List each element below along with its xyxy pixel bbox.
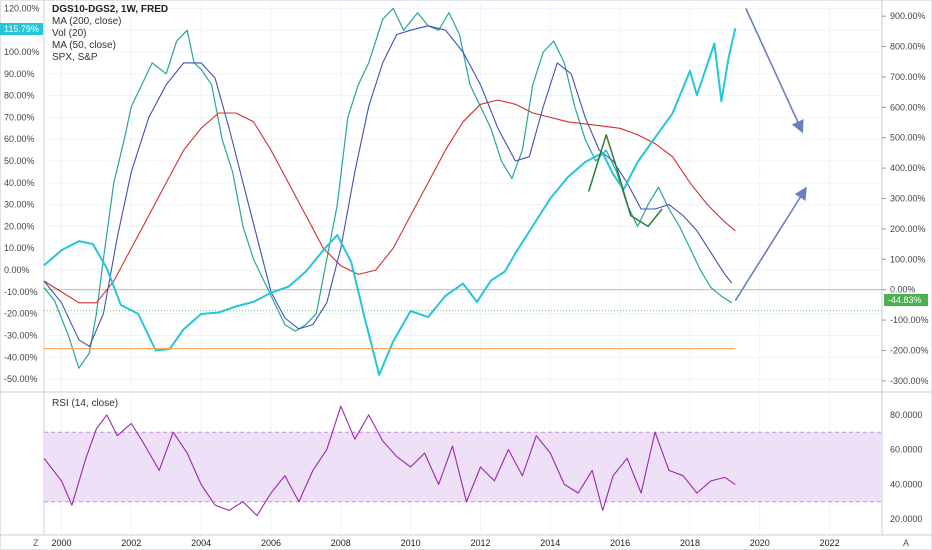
right-tick-label: 500.00% xyxy=(890,133,926,143)
left-tick-label: 30.00% xyxy=(4,200,35,210)
left-tick-label: -40.00% xyxy=(4,352,38,362)
auto-scale-icon[interactable]: A xyxy=(903,538,909,548)
right-axis: 900.00% 800.00% 700.00% 600.00% 500.00% 400.0… xyxy=(882,11,929,386)
legend-entry: MA (200, close) xyxy=(52,16,121,27)
series-line xyxy=(43,7,733,369)
rsi-tick-label: 20.0000 xyxy=(890,514,923,524)
right-tick-label: -200.00% xyxy=(890,345,929,355)
main-grid xyxy=(44,4,882,533)
current-value-text: 115.79% xyxy=(4,24,39,34)
last-value-text: -44.83% xyxy=(888,295,922,305)
right-tick-label: 400.00% xyxy=(890,163,926,173)
time-tick-label: 2012 xyxy=(470,538,490,548)
left-tick-label: -50.00% xyxy=(4,374,38,384)
right-tick-label: 900.00% xyxy=(890,11,926,21)
rsi-tick-label: 60.0000 xyxy=(890,445,923,455)
left-tick-label: 20.00% xyxy=(4,221,35,231)
zoom-icon[interactable]: Z xyxy=(33,538,39,548)
legend-entry: Vol (20) xyxy=(52,28,86,39)
rsi-axis: 80.0000 60.0000 40.0000 20.0000 xyxy=(890,410,923,524)
legend-entry: SPX, S&P xyxy=(52,52,98,63)
rsi-band xyxy=(44,432,882,502)
series-line xyxy=(43,25,733,347)
pattern-zigzag xyxy=(587,134,663,228)
right-tick-label: 200.00% xyxy=(890,224,926,234)
left-tick-label: 60.00% xyxy=(4,134,35,144)
series-line xyxy=(43,28,737,376)
time-tick-label: 2006 xyxy=(261,538,281,548)
main-plot xyxy=(43,7,882,376)
right-tick-label: 300.00% xyxy=(890,194,926,204)
left-tick-label: -10.00% xyxy=(4,287,38,297)
chart-title: DGS10-DGS2, 1W, FRED xyxy=(52,4,168,15)
left-tick-label: 40.00% xyxy=(4,178,35,188)
left-tick-label: 100.00% xyxy=(4,47,40,57)
left-tick-label: 70.00% xyxy=(4,112,35,122)
legend-entry: MA (50, close) xyxy=(52,40,116,51)
series-line xyxy=(43,99,736,304)
left-tick-label: 10.00% xyxy=(4,243,35,253)
time-tick-label: 2014 xyxy=(540,538,560,548)
left-tick-label: 50.00% xyxy=(4,156,35,166)
rsi-tick-label: 40.0000 xyxy=(890,479,923,489)
rsi-line xyxy=(43,405,736,517)
rsi-pane xyxy=(43,405,882,517)
right-tick-label: 600.00% xyxy=(890,102,926,112)
time-tick-label: 2018 xyxy=(680,538,700,548)
right-tick-label: -100.00% xyxy=(890,315,929,325)
time-tick-label: 2000 xyxy=(51,538,71,548)
time-tick-label: 2008 xyxy=(331,538,351,548)
left-tick-label: 90.00% xyxy=(4,69,35,79)
forecast-arrow xyxy=(734,186,807,302)
rsi-tick-label: 80.0000 xyxy=(890,410,923,420)
legend: DGS10-DGS2, 1W, FRED MA (200, close) Vol… xyxy=(52,4,168,63)
right-tick-label: 800.00% xyxy=(890,42,926,52)
right-tick-label: 100.00% xyxy=(890,254,926,264)
right-tick-label: 0.00% xyxy=(890,285,916,295)
left-tick-label: -20.00% xyxy=(4,309,38,319)
time-tick-label: 2004 xyxy=(191,538,211,548)
left-tick-label: 0.00% xyxy=(4,265,30,275)
time-tick-label: 2010 xyxy=(401,538,421,548)
rsi-title: RSI (14, close) xyxy=(52,398,118,409)
left-tick-label: 80.00% xyxy=(4,91,35,101)
forecast-arrow xyxy=(745,8,804,134)
time-tick-label: 2002 xyxy=(121,538,141,548)
last-value-badge: -44.83% xyxy=(884,294,928,306)
right-tick-label: -300.00% xyxy=(890,376,929,386)
right-tick-label: 700.00% xyxy=(890,72,926,82)
time-tick-label: 2022 xyxy=(820,538,840,548)
time-axis: 2000 2002 2004 2006 2008 2010 2012 2014 2016 2018… xyxy=(51,538,839,548)
left-axis: 120.00%110.00%100.00%90.00%80.00%70.00%6… xyxy=(4,3,40,384)
left-tick-label: 120.00% xyxy=(4,3,40,13)
time-tick-label: 2016 xyxy=(610,538,630,548)
time-tick-label: 2020 xyxy=(750,538,770,548)
left-tick-label: -30.00% xyxy=(4,330,38,340)
current-value-badge: 115.79% xyxy=(0,23,43,35)
